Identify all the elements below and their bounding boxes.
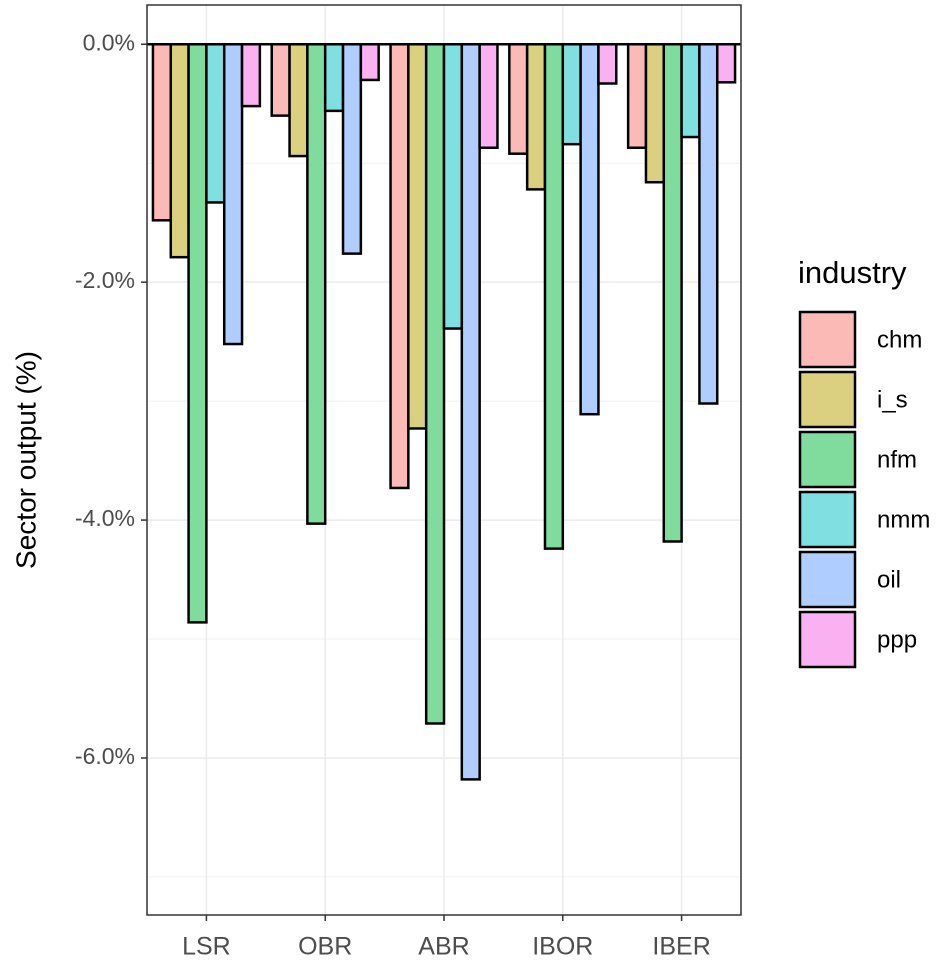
bar [205, 43, 226, 204]
y-tick-label: -6.0% [75, 743, 135, 769]
bar [288, 43, 309, 158]
bar [698, 43, 719, 405]
x-tick-label: IBOR [532, 933, 593, 961]
bar [306, 43, 327, 525]
panel-border [146, 4, 742, 916]
bar [460, 43, 481, 781]
legend-key [798, 490, 857, 549]
legend-label: oil [877, 566, 901, 593]
legend-key [798, 310, 857, 369]
x-tick-label: IBER [652, 933, 710, 961]
legend-label: i_s [877, 386, 908, 413]
bar [644, 43, 666, 184]
bar [323, 43, 345, 113]
legend-label: nfm [877, 446, 917, 473]
legend-label: nmm [877, 506, 930, 533]
bar [442, 43, 464, 330]
legend-title: industry [798, 255, 907, 290]
y-tick-label: 0.0% [83, 29, 135, 55]
y-tick-label: -2.0% [75, 267, 135, 293]
bar [270, 43, 291, 117]
bar [169, 43, 190, 259]
x-tick-label: OBR [298, 933, 352, 961]
bar [715, 43, 737, 84]
bar [478, 43, 499, 149]
bar [626, 43, 648, 149]
legend-label: ppp [877, 626, 917, 653]
y-axis-title: Sector output (%) [10, 351, 41, 569]
bar [525, 43, 547, 191]
bar [508, 43, 529, 155]
legend-label: chm [877, 326, 922, 353]
x-tick-label: ABR [418, 933, 469, 961]
bar [579, 43, 600, 416]
bar [151, 43, 173, 222]
bar [389, 43, 410, 490]
bar [662, 43, 683, 543]
legend-key [798, 430, 857, 489]
bar [222, 43, 244, 346]
bar [424, 43, 446, 725]
bar [407, 43, 428, 430]
bar [561, 43, 582, 146]
bar [341, 43, 363, 255]
bar [240, 43, 262, 108]
legend-key [798, 550, 857, 609]
x-tick-label: LSR [182, 933, 231, 961]
bar [680, 43, 701, 139]
bar [187, 43, 208, 624]
bar [597, 43, 618, 85]
legend-key [798, 370, 857, 429]
y-tick-label: -4.0% [75, 505, 135, 531]
legend-key [798, 610, 857, 669]
bar [359, 43, 380, 82]
bar [543, 43, 565, 550]
